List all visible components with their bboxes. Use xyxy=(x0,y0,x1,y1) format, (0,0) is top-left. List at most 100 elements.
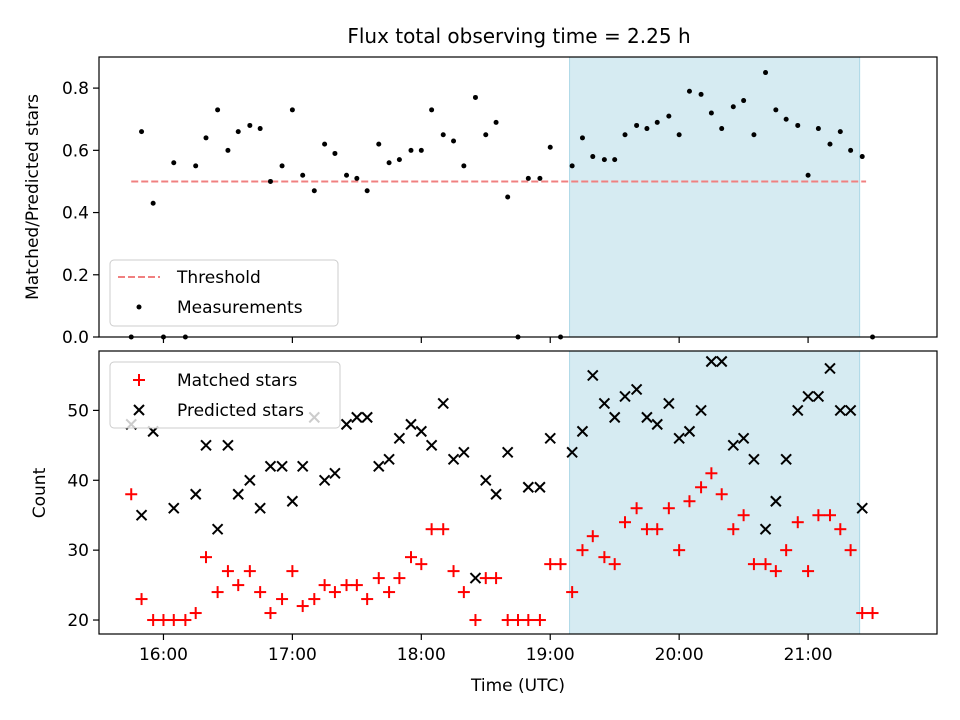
measurement-point xyxy=(654,119,660,125)
predicted-star-point xyxy=(318,474,331,486)
predicted-star-point xyxy=(683,425,696,438)
measurement-point xyxy=(300,172,306,178)
measurement-point xyxy=(203,135,209,141)
measurement-point xyxy=(193,163,199,169)
predicted-star-point xyxy=(232,488,244,500)
matched-star-point xyxy=(372,572,385,585)
measurement-point xyxy=(376,141,382,147)
measurement-point xyxy=(708,110,714,116)
ratio-legend-measurement-swatch xyxy=(136,304,142,310)
predicted-star-point xyxy=(608,411,621,424)
measurement-point xyxy=(805,172,811,178)
measurement-point xyxy=(267,178,273,184)
measurement-point xyxy=(537,175,543,181)
matched-star-point xyxy=(404,551,417,564)
measurement-point xyxy=(612,157,618,163)
matched-star-point xyxy=(586,530,599,543)
measurement-point xyxy=(730,104,736,110)
matched-star-point xyxy=(179,614,192,627)
predicted-star-point xyxy=(480,474,492,486)
matched-star-point xyxy=(737,509,750,522)
matched-star-point xyxy=(576,544,589,557)
matched-star-point xyxy=(554,558,567,571)
predicted-star-point xyxy=(812,390,825,403)
y-tick-label: 30 xyxy=(67,541,89,561)
measurement-point xyxy=(676,132,682,138)
matched-star-point xyxy=(340,579,353,592)
matched-star-point xyxy=(501,614,514,627)
x-tick-label: 16:00 xyxy=(139,645,188,665)
y-tick-label: 50 xyxy=(67,401,89,421)
predicted-star-point xyxy=(211,523,224,535)
predicted-star-point xyxy=(222,439,234,452)
matched-star-point xyxy=(522,614,535,627)
predicted-star-point xyxy=(361,411,373,424)
matched-star-point xyxy=(608,558,621,571)
measurement-point xyxy=(837,129,843,135)
count-panel-x-ticks: 16:00 17:00 18:00 19:00 20:00 21:00 xyxy=(139,634,833,665)
predicted-star-point xyxy=(244,474,256,486)
measurement-point xyxy=(311,188,317,194)
measurement-point xyxy=(505,194,511,200)
predicted-star-point xyxy=(522,481,535,493)
measurement-point xyxy=(634,122,640,128)
matched-star-point xyxy=(211,586,224,599)
ratio-panel-y-ticks: 0.0 0.2 0.4 0.6 0.8 xyxy=(62,79,99,348)
matched-star-point xyxy=(286,565,299,578)
measurement-point xyxy=(289,107,295,113)
measurement-point xyxy=(815,126,821,132)
predicted-star-point xyxy=(286,495,299,507)
matched-star-point xyxy=(308,593,321,606)
predicted-star-point xyxy=(663,397,675,410)
y-tick-label: 20 xyxy=(67,611,89,631)
predicted-star-point xyxy=(770,495,782,507)
matched-star-point xyxy=(457,586,470,599)
predicted-star-point xyxy=(437,397,449,410)
measurement-point xyxy=(472,94,478,100)
measurement-point xyxy=(493,119,499,125)
matched-star-point xyxy=(425,523,438,536)
measurement-point xyxy=(344,172,350,178)
matched-star-point xyxy=(619,516,632,529)
matched-star-point xyxy=(254,586,267,599)
measurement-point xyxy=(525,175,531,181)
matched-star-point xyxy=(328,586,341,599)
matched-star-point xyxy=(812,509,825,522)
matched-star-point xyxy=(759,558,772,571)
measurement-point xyxy=(686,88,692,94)
matched-star-point xyxy=(318,579,331,592)
matched-star-point xyxy=(640,523,653,536)
predicted-star-point xyxy=(780,453,792,466)
count-legend-matched-swatch xyxy=(133,374,145,386)
x-tick-label: 18:00 xyxy=(397,645,446,665)
measurement-point xyxy=(547,144,553,150)
measurement-point xyxy=(418,147,424,153)
predicted-star-point xyxy=(705,355,718,368)
measurement-point xyxy=(461,163,467,169)
predicted-star-point xyxy=(168,502,180,514)
predicted-star-point xyxy=(544,432,556,445)
matched-star-point xyxy=(276,593,289,606)
ratio-panel-x-ticks xyxy=(162,337,809,343)
measurement-point xyxy=(719,126,725,132)
x-tick-label: 20:00 xyxy=(655,645,704,665)
count-panel-x-label: Time (UTC) xyxy=(470,676,565,696)
predicted-star-point xyxy=(329,467,341,479)
count-panel-legend: Matched stars Predicted stars xyxy=(109,361,341,429)
predicted-star-point xyxy=(490,488,502,500)
measurement-point xyxy=(827,141,833,147)
matched-star-point xyxy=(393,572,406,585)
matched-star-point xyxy=(243,565,256,578)
matched-star-point xyxy=(683,495,696,508)
predicted-star-point xyxy=(254,502,266,514)
ratio-panel-legend: Threshold Measurements xyxy=(109,259,339,327)
predicted-star-point xyxy=(715,355,728,368)
predicted-star-point xyxy=(748,453,760,466)
matched-star-point xyxy=(361,593,374,606)
count-legend-box xyxy=(109,361,341,429)
predicted-star-point xyxy=(393,432,406,445)
matched-star-point xyxy=(512,614,524,627)
measurement-point xyxy=(601,157,607,163)
y-tick-label: 0.4 xyxy=(62,204,89,224)
matched-star-point xyxy=(856,607,869,620)
